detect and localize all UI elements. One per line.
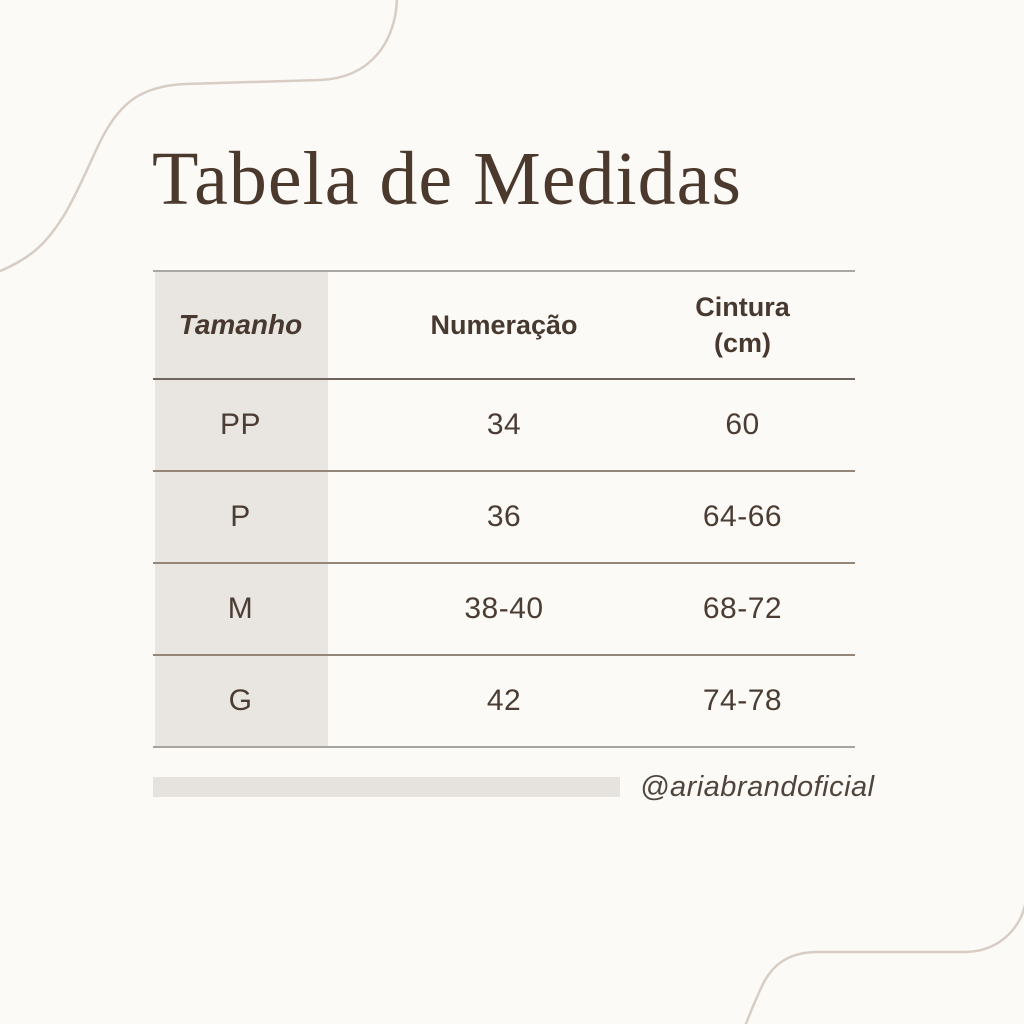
table-header-row: Tamanho Numeração Cintura (cm) [153, 272, 855, 380]
numeracao-cell: 38-40 [464, 592, 544, 625]
cintura-cell: 64-66 [702, 500, 783, 533]
size-cell: P [230, 500, 251, 533]
size-cell: PP [219, 408, 262, 441]
column-header-cintura-unit: (cm) [713, 328, 771, 358]
size-table: Tamanho Numeração Cintura (cm) PP 34 60 … [153, 270, 855, 748]
numeracao-cell: 34 [486, 408, 522, 441]
decorative-curve-bottom-right [744, 902, 1024, 1024]
column-header-numeracao: Numeração [430, 309, 578, 340]
decorative-curve-top-left [0, 0, 399, 273]
size-column-background [155, 272, 328, 746]
table-row: G 42 74-78 [153, 656, 855, 746]
table-row: P 36 64-66 [153, 472, 855, 564]
column-header-tamanho: Tamanho [178, 309, 303, 341]
footer-bar [153, 777, 620, 797]
table-row: PP 34 60 [153, 380, 855, 472]
brand-handle: @ariabrandoficial [640, 771, 875, 803]
cintura-cell: 60 [725, 408, 760, 441]
column-header-cintura-label: Cintura [695, 291, 790, 322]
size-cell: M [227, 592, 254, 625]
column-header-cintura: Cintura (cm) [680, 289, 855, 362]
numeracao-cell: 42 [486, 684, 522, 717]
size-cell: G [228, 684, 253, 717]
cintura-cell: 68-72 [702, 592, 783, 625]
numeracao-cell: 36 [486, 500, 522, 533]
cintura-cell: 74-78 [702, 684, 783, 717]
page-title: Tabela de Medidas [152, 137, 742, 221]
table-row: M 38-40 68-72 [153, 564, 855, 656]
